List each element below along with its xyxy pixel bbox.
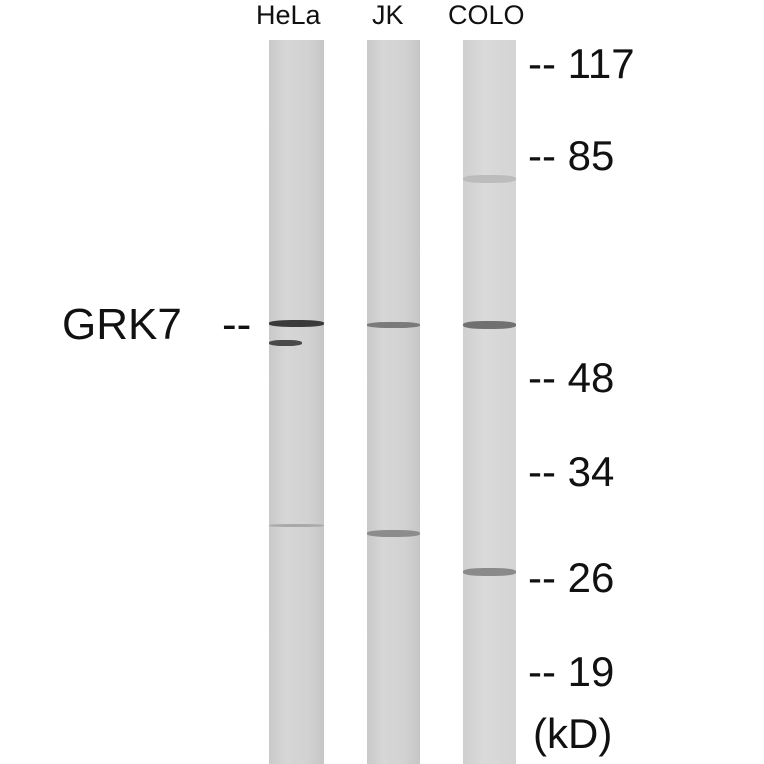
marker-34: -- 34 <box>528 448 615 495</box>
lane-jk <box>367 40 420 764</box>
target-dash: -- <box>222 300 252 349</box>
lane-label-hela: HeLa <box>256 0 321 30</box>
marker-26: -- 26 <box>528 554 615 601</box>
band <box>463 568 516 576</box>
lane-label-colo: COLO <box>448 0 525 30</box>
marker-117: -- 117 <box>528 40 635 87</box>
lane-hela <box>269 40 324 764</box>
unit-label: (kD) <box>533 710 613 757</box>
band <box>463 175 516 183</box>
lane-label-jk: JK <box>372 0 404 30</box>
band <box>269 340 302 346</box>
band <box>367 322 420 328</box>
lane-colo <box>463 40 516 764</box>
marker-48: -- 48 <box>528 354 615 401</box>
band <box>269 320 324 327</box>
target-protein-label: GRK7 <box>62 300 182 349</box>
band <box>269 524 324 527</box>
band <box>463 321 516 329</box>
band <box>367 530 420 537</box>
marker-19: -- 19 <box>528 648 615 695</box>
marker-85: -- 85 <box>528 132 615 179</box>
